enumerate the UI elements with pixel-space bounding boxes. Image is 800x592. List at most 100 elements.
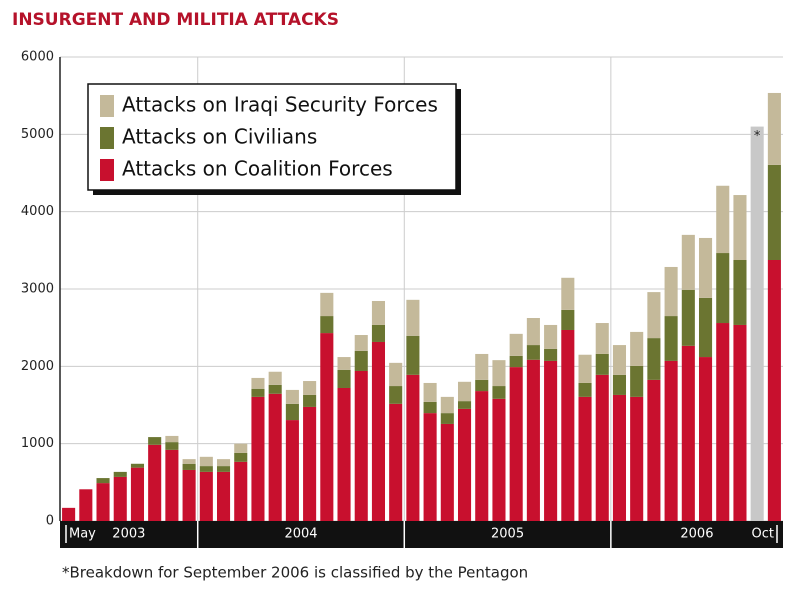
bar-segment: [268, 371, 282, 385]
bar-segment: [216, 466, 231, 472]
bar-segment: [733, 195, 747, 260]
bar-segment: [457, 408, 472, 521]
bar-segment: [612, 394, 627, 521]
bar-segment: [320, 333, 334, 521]
bar-segment: [595, 374, 609, 521]
bar-segment: [389, 362, 403, 387]
bar-segment: [544, 348, 558, 361]
bar-segment: [268, 393, 282, 521]
legend: [87, 83, 457, 191]
x-group-label: 2004: [284, 527, 317, 542]
bar-segment: [698, 357, 713, 521]
bar-segment: [113, 471, 127, 477]
bar-segment: [767, 260, 781, 521]
bar-segment: [389, 403, 403, 521]
bar-segment: [440, 413, 454, 424]
bar-segment: [664, 316, 678, 361]
bar-segment: [423, 382, 437, 402]
bar-segment: [698, 297, 713, 358]
bar-segment: [303, 406, 317, 521]
bar-segment: [440, 396, 454, 414]
bar-segment: [767, 164, 781, 260]
bar-segment: [182, 463, 196, 470]
bar-segment: [526, 345, 540, 360]
bar-segment: [199, 471, 213, 521]
footnote: *Breakdown for September 2006 is classif…: [62, 564, 528, 582]
x-tick-label: May: [69, 527, 96, 542]
bar-segment: [234, 461, 248, 521]
bar-segment: [182, 459, 196, 464]
bar-segment: [182, 469, 196, 521]
bar-segment: [354, 335, 368, 351]
bar-segment: [251, 388, 265, 397]
bar-segment: [285, 389, 299, 404]
bar-segment: [561, 277, 575, 310]
chart-title: INSURGENT AND MILITIA ATTACKS: [12, 10, 339, 30]
legend-swatch: [100, 159, 114, 181]
bar-segment: [716, 323, 730, 521]
bar-segment: [630, 396, 644, 521]
bar-segment: [681, 234, 695, 290]
classified-bar: [750, 126, 764, 521]
legend-swatch: [100, 127, 114, 149]
bar-segment: [681, 289, 695, 346]
bar-segment: [423, 413, 437, 521]
bar-segment: [647, 379, 661, 521]
bar-segment: [130, 463, 145, 468]
bar-segment: [389, 386, 403, 404]
bar-segment: [62, 507, 76, 521]
bar-segment: [199, 466, 213, 472]
bar-segment: [337, 387, 351, 521]
bar-segment: [423, 401, 437, 414]
bar-segment: [216, 459, 231, 467]
bar-segment: [475, 353, 489, 380]
bar-segment: [630, 365, 644, 397]
bar-segment: [320, 316, 334, 334]
x-axis-band: [60, 521, 783, 548]
bar-segment: [303, 394, 317, 407]
bar-segment: [578, 396, 592, 521]
bar-segment: [716, 253, 730, 324]
bar-segment: [509, 367, 523, 521]
bar-segment: [630, 331, 644, 366]
bar-segment: [492, 360, 506, 387]
x-group-label: 2006: [680, 527, 713, 542]
bar-segment: [561, 309, 575, 330]
bar-segment: [561, 329, 575, 521]
bar-segment: [251, 377, 265, 389]
legend-label: Attacks on Civilians: [122, 125, 317, 149]
bar-segment: [303, 381, 317, 395]
bar-segment: [509, 333, 523, 356]
bar-segment: [440, 423, 454, 521]
bar-segment: [767, 92, 781, 165]
bar-segment: [457, 401, 472, 409]
bar-segment: [475, 379, 489, 392]
bar-segment: [285, 403, 299, 421]
y-tick-label: 1000: [21, 436, 54, 451]
bar-segment: [251, 396, 265, 521]
bar-segment: [612, 374, 627, 395]
y-tick-label: 3000: [21, 282, 54, 297]
y-tick-label: 0: [46, 514, 54, 529]
bar-segment: [285, 420, 299, 521]
bar-segment: [148, 437, 162, 445]
bar-segment: [406, 299, 420, 336]
bar-segment: [475, 391, 489, 521]
legend-label: Attacks on Iraqi Security Forces: [122, 93, 438, 117]
legend-label: Attacks on Coalition Forces: [122, 157, 393, 181]
bar-segment: [526, 318, 540, 346]
bar-segment: [716, 185, 730, 254]
y-tick-label: 6000: [21, 50, 54, 65]
bar-segment: [406, 335, 420, 375]
bar-segment: [733, 324, 747, 521]
bar-segment: [96, 478, 110, 484]
bar-segment: [165, 435, 179, 443]
classified-note: *: [754, 129, 761, 144]
x-group-label: 2003: [112, 527, 145, 542]
bar-segment: [354, 350, 368, 371]
bar-segment: [595, 353, 609, 375]
y-tick-label: 5000: [21, 127, 54, 142]
bar-segment: [79, 489, 93, 521]
bar-segment: [371, 300, 386, 325]
